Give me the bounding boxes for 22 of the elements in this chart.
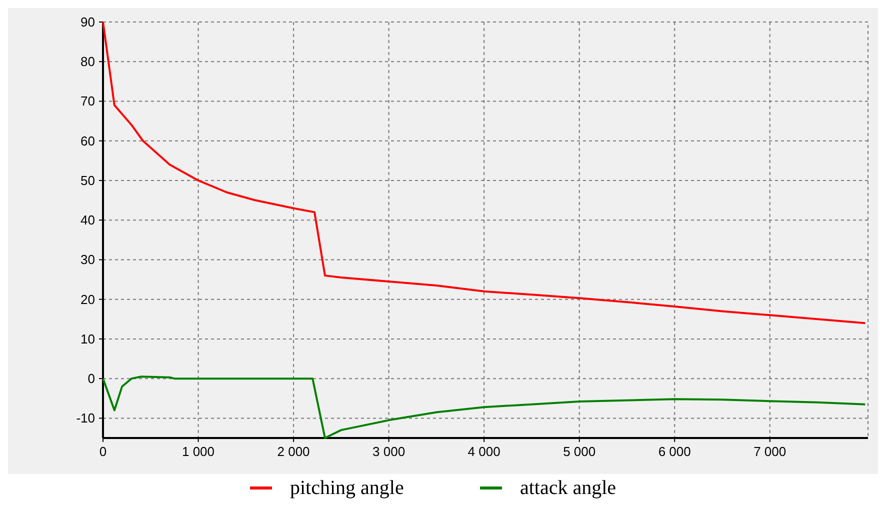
x-tick-label: 3 000 [372,444,406,459]
y-tick-label: 90 [80,14,95,30]
y-tick-label: 80 [80,54,95,70]
x-tick-label: 6 000 [658,444,691,459]
y-tick-label: 30 [80,252,95,268]
x-tick-label: 5 000 [563,444,596,459]
y-tick-label: 50 [80,172,95,188]
y-tick-label: 0 [88,371,95,386]
legend-label: pitching angle [290,477,404,499]
y-tick-label: 20 [80,292,95,307]
y-tick-label: 10 [80,331,95,346]
x-tick-label: 2 000 [277,444,310,459]
y-tick-label: 40 [80,212,95,228]
x-tick-label: 7 000 [754,444,786,459]
x-tick-label: 1 000 [182,444,215,459]
y-tick-label: 70 [80,94,95,109]
x-tick-label: 0 [99,444,107,459]
x-tick-label: 4 000 [468,444,500,459]
line-series [102,21,866,324]
y-tick-label: 60 [80,133,95,148]
y-tick-label: -10 [76,410,95,426]
legend-label: attack angle [520,477,616,499]
